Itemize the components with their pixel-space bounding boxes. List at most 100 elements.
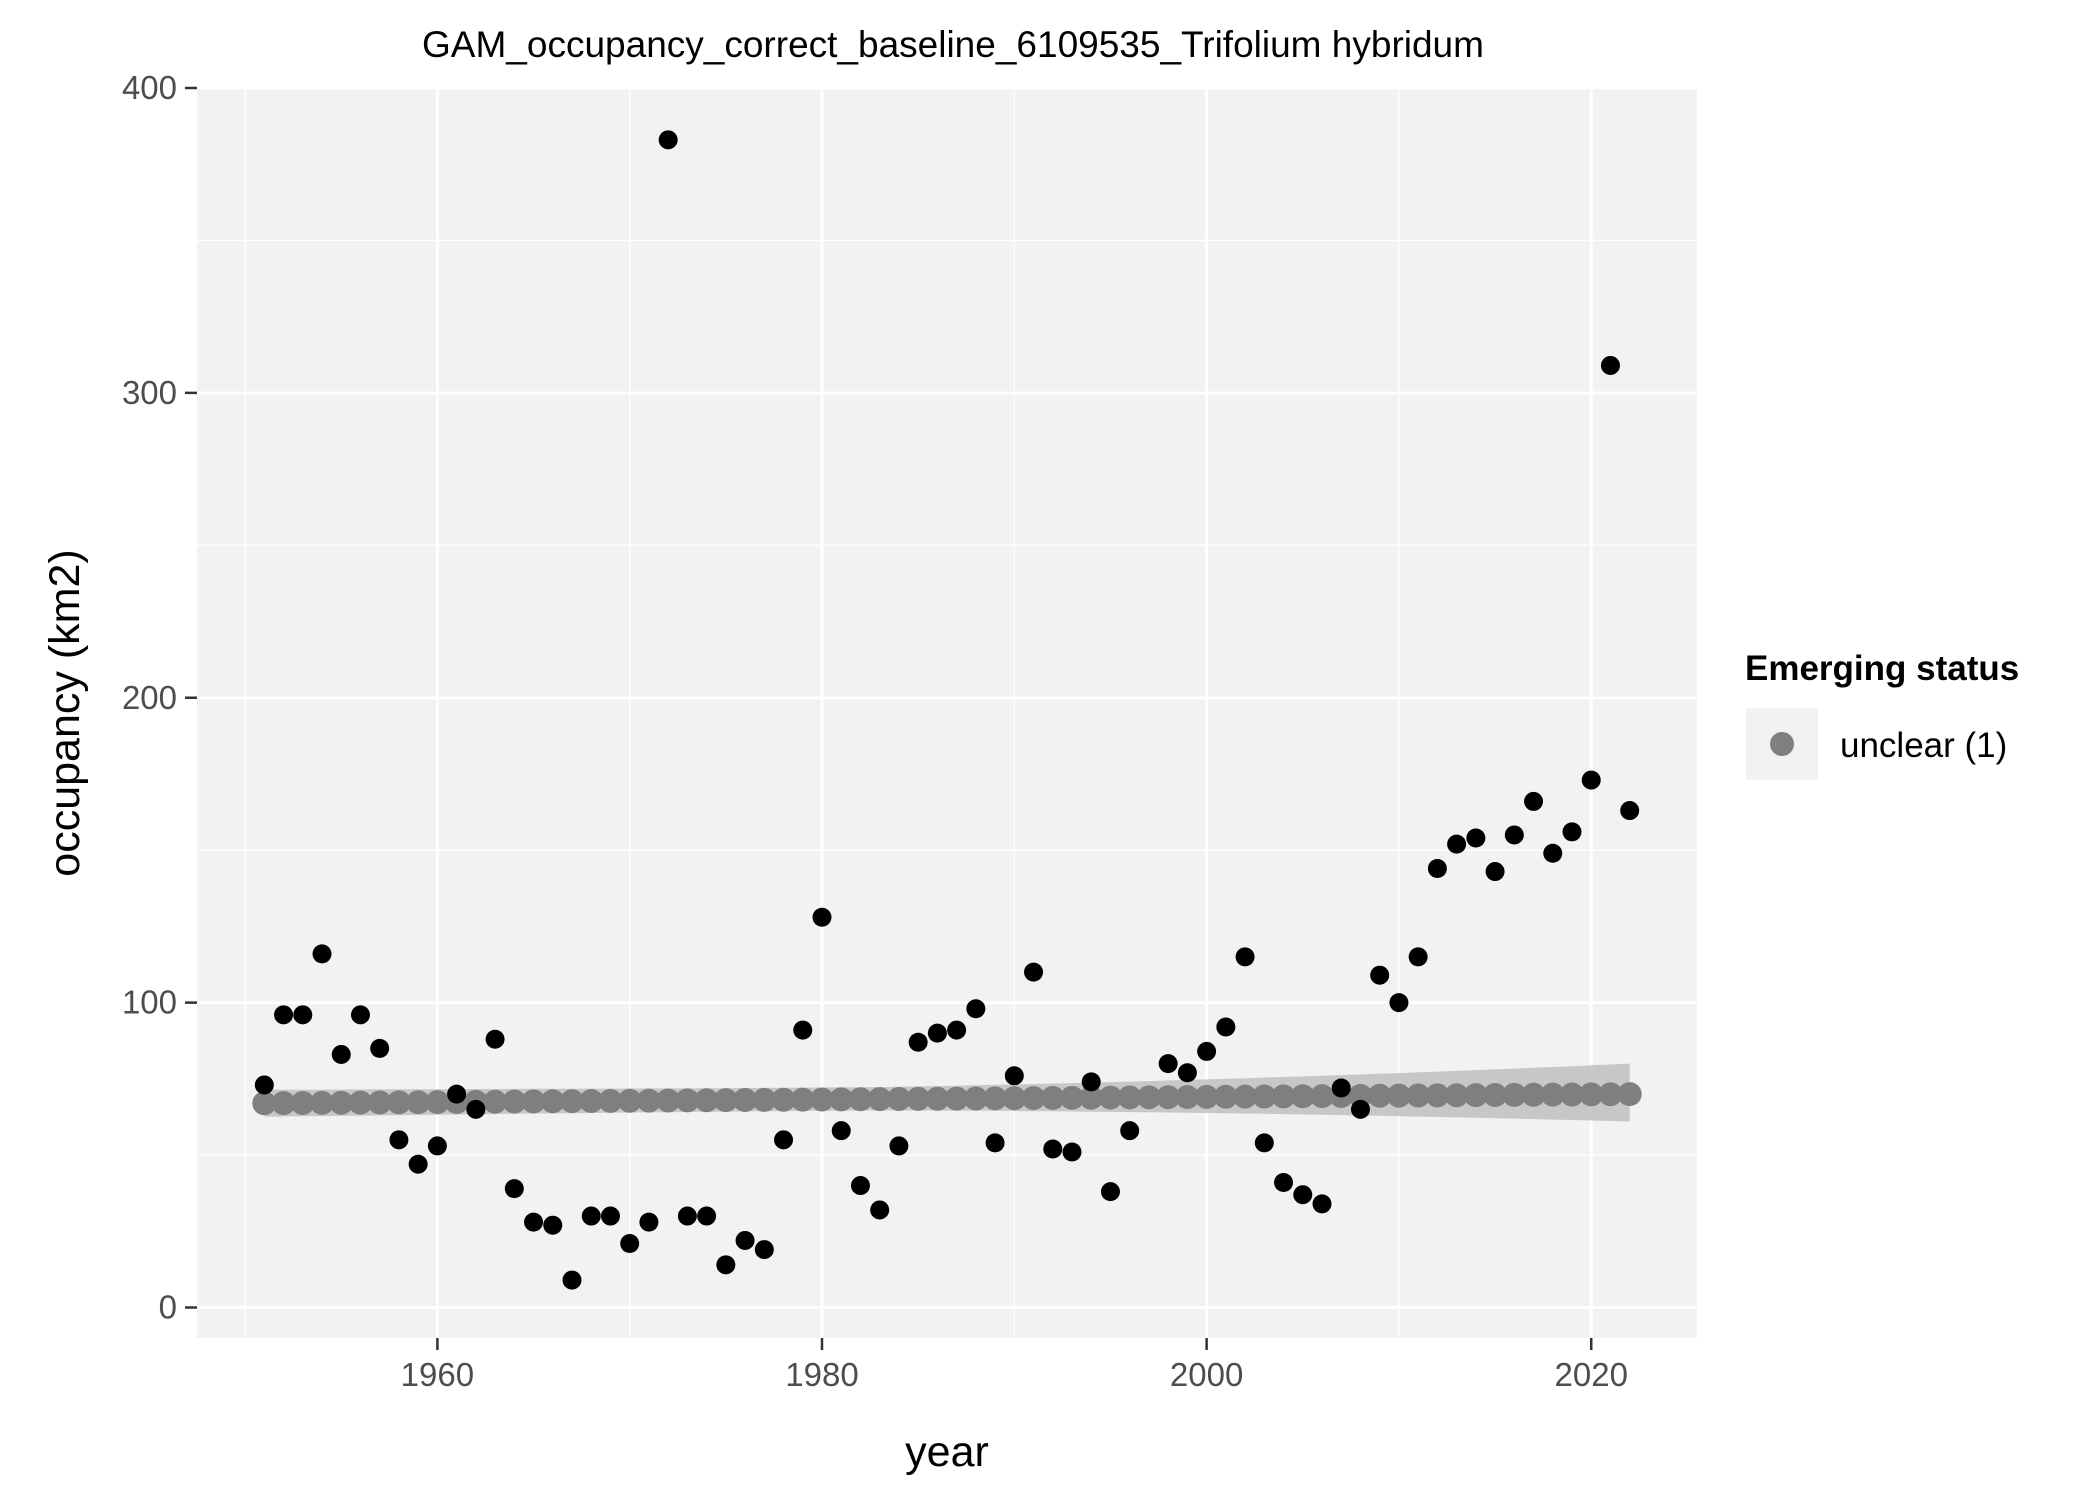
data-point <box>524 1212 544 1232</box>
data-point <box>812 907 832 927</box>
fit-point <box>886 1086 911 1111</box>
data-point <box>1485 862 1505 882</box>
fit-point <box>1002 1086 1027 1111</box>
x-tick-label: 1980 <box>785 1356 858 1393</box>
fit-point <box>540 1089 565 1114</box>
fit-point <box>1271 1084 1296 1109</box>
data-point <box>1312 1194 1332 1214</box>
chart-title: GAM_occupancy_correct_baseline_6109535_T… <box>422 24 1484 65</box>
fit-point <box>1406 1083 1431 1108</box>
fit-point <box>1021 1086 1046 1111</box>
fit-point <box>310 1090 334 1115</box>
data-point <box>543 1215 563 1235</box>
data-point <box>581 1206 601 1226</box>
fit-point <box>733 1088 758 1113</box>
y-axis: 0 100 200 300 400 <box>122 69 197 1326</box>
data-point <box>274 1005 294 1025</box>
data-point <box>1466 828 1486 848</box>
data-point <box>600 1206 620 1226</box>
fit-point <box>1598 1082 1623 1107</box>
fit-point <box>1175 1085 1200 1110</box>
data-point <box>947 1020 967 1040</box>
y-tick-label: 0 <box>159 1289 177 1326</box>
data-point <box>850 1176 870 1196</box>
data-point <box>1004 1066 1024 1086</box>
data-point <box>1197 1041 1217 1061</box>
data-point <box>562 1270 582 1290</box>
data-point <box>504 1179 524 1199</box>
data-point <box>331 1044 351 1064</box>
observed-points <box>254 130 1640 1290</box>
data-point <box>1600 355 1620 375</box>
x-axis-title: year <box>905 1428 989 1476</box>
fit-point <box>713 1088 738 1113</box>
fit-point <box>1367 1083 1392 1108</box>
legend-key-point <box>1770 732 1794 756</box>
data-point <box>1100 1182 1120 1202</box>
data-point <box>1043 1139 1063 1159</box>
data-point <box>1081 1072 1101 1092</box>
data-point <box>1504 825 1524 845</box>
legend-label-unclear: unclear (1) <box>1840 726 2007 765</box>
y-tick-label: 100 <box>122 984 177 1021</box>
fit-point <box>656 1088 681 1113</box>
fit-point <box>983 1086 1008 1111</box>
fit-point <box>829 1087 854 1112</box>
fit-point <box>925 1086 950 1111</box>
data-point <box>1158 1054 1178 1074</box>
y-tick-label: 300 <box>122 374 177 411</box>
data-point <box>1216 1017 1236 1037</box>
data-point <box>427 1136 447 1156</box>
fit-point <box>1310 1084 1334 1109</box>
fit-point <box>752 1087 777 1112</box>
x-tick-label: 2020 <box>1555 1356 1628 1393</box>
data-point <box>1389 993 1409 1013</box>
fit-point <box>329 1090 354 1115</box>
data-point <box>1274 1173 1294 1193</box>
data-point <box>447 1084 467 1104</box>
data-point <box>927 1023 947 1043</box>
fit-point <box>848 1087 873 1112</box>
fit-point <box>1040 1085 1065 1110</box>
fit-point <box>1560 1082 1584 1107</box>
y-tick-label: 200 <box>122 679 177 716</box>
fit-point <box>810 1087 834 1112</box>
data-point <box>293 1005 313 1025</box>
data-point <box>1447 834 1467 854</box>
data-point <box>1177 1063 1197 1083</box>
data-point <box>389 1130 409 1150</box>
fit-point <box>1194 1084 1219 1109</box>
y-axis-title: occupancy (km2) <box>41 549 89 876</box>
fit-point <box>1617 1082 1642 1107</box>
fit-point <box>636 1088 661 1113</box>
fit-point <box>367 1090 392 1115</box>
data-point <box>485 1029 505 1049</box>
data-point <box>793 1020 813 1040</box>
plot-panel <box>197 88 1697 1338</box>
fit-point <box>1521 1082 1546 1107</box>
fit-point <box>1386 1083 1411 1108</box>
x-axis: 1960 1980 2000 2020 <box>401 1338 1628 1393</box>
fit-point <box>406 1090 431 1115</box>
fit-point <box>1098 1085 1123 1110</box>
legend: Emerging status unclear (1) <box>1745 649 2019 780</box>
data-point <box>1408 947 1428 967</box>
data-point <box>1620 801 1640 821</box>
data-point <box>350 1005 370 1025</box>
fit-point <box>617 1088 642 1113</box>
fit-point <box>771 1087 796 1112</box>
fit-point <box>598 1088 623 1113</box>
data-point <box>870 1200 890 1220</box>
fit-point <box>1117 1085 1142 1110</box>
data-point <box>1524 791 1544 811</box>
data-point <box>1254 1133 1274 1153</box>
data-point <box>1350 1099 1370 1119</box>
data-point <box>889 1136 909 1156</box>
fit-point <box>1213 1084 1238 1109</box>
data-point <box>697 1206 717 1226</box>
fit-point <box>252 1091 277 1116</box>
fit-point <box>963 1086 988 1111</box>
fit-point <box>1348 1083 1373 1108</box>
fit-point <box>425 1090 450 1115</box>
fit-point <box>483 1089 508 1114</box>
